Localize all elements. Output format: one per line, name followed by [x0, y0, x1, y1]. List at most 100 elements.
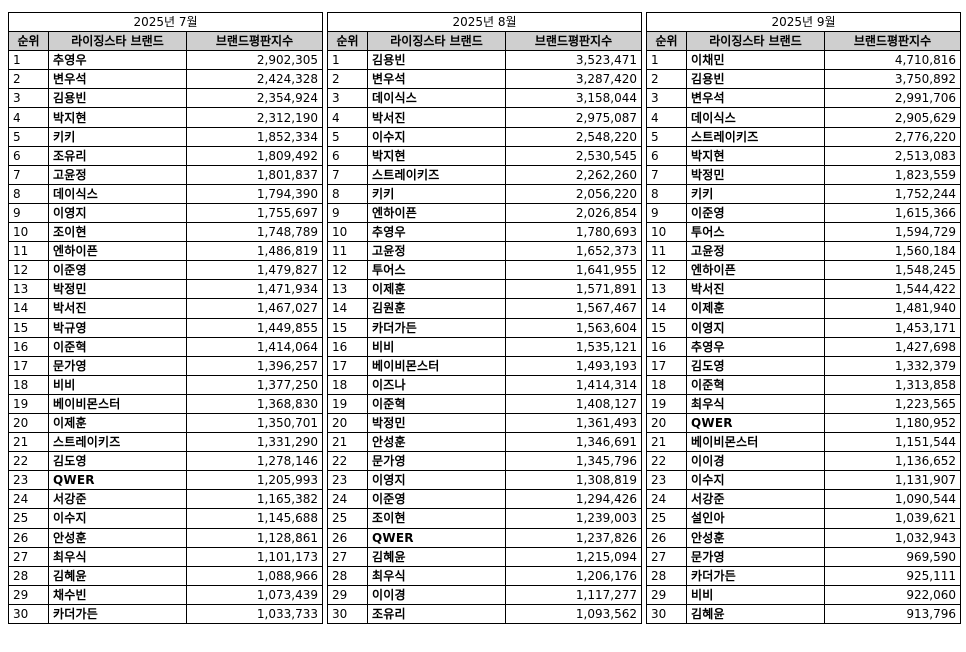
- score-cell: 1,780,693: [505, 222, 642, 243]
- brand-cell: 김혜윤: [367, 546, 506, 567]
- table-row: 2 김용빈 3,750,892: [646, 69, 961, 90]
- brand-cell: 이제훈: [367, 279, 506, 300]
- brand-cell: 이준영: [686, 202, 825, 224]
- brand-cell: 이영지: [686, 317, 825, 338]
- score-cell: 3,158,044: [505, 88, 642, 109]
- brand-cell: 이준혁: [367, 393, 506, 414]
- score-cell: 2,902,305: [186, 50, 323, 71]
- table-row: 19 최우식 1,223,565: [646, 393, 961, 414]
- brand-cell: 스트레이키즈: [686, 126, 825, 147]
- rank-cell: 23: [8, 470, 49, 491]
- month-table: 2025년 7월 순위 라이징스타 브랜드 브랜드평판지수 1 추영우 2,902,…: [8, 11, 323, 625]
- table-row: 13 이제훈 1,571,891: [327, 279, 642, 300]
- table-row: 18 이즈나 1,414,314: [327, 374, 642, 395]
- brand-cell: 박서진: [48, 298, 187, 319]
- score-header: 브랜드평판지수: [505, 31, 642, 52]
- score-cell: 1,294,426: [505, 489, 642, 510]
- score-cell: 2,354,924: [186, 88, 323, 109]
- score-cell: 1,414,064: [186, 336, 323, 357]
- table-row: 2 변우석 3,287,420: [327, 69, 642, 90]
- table-row: 14 이제훈 1,481,940: [646, 298, 961, 319]
- rank-cell: 6: [327, 145, 368, 166]
- score-cell: 1,471,934: [186, 279, 323, 300]
- brand-cell: 문가영: [367, 451, 506, 472]
- brand-cell: 김도영: [48, 451, 187, 472]
- score-cell: 1,215,094: [505, 546, 642, 567]
- rank-cell: 26: [8, 527, 49, 548]
- score-cell: 1,206,176: [505, 565, 642, 586]
- rank-cell: 22: [327, 451, 368, 472]
- brand-cell: 베이비몬스터: [367, 355, 506, 376]
- brand-cell: 이준영: [367, 489, 506, 510]
- rank-cell: 10: [646, 222, 687, 243]
- rank-cell: 20: [646, 412, 687, 434]
- brand-cell: 이이경: [686, 451, 825, 472]
- rank-cell: 13: [646, 279, 687, 300]
- rank-cell: 20: [8, 412, 49, 434]
- brand-cell: 김혜윤: [48, 565, 187, 586]
- brand-cell: 조유리: [48, 145, 187, 166]
- table-row: 22 김도영 1,278,146: [8, 451, 323, 472]
- table-row: 3 데이식스 3,158,044: [327, 88, 642, 109]
- rank-cell: 24: [646, 489, 687, 510]
- rank-cell: 2: [646, 69, 687, 90]
- score-cell: 1,278,146: [186, 451, 323, 472]
- table-row: 20 박정민 1,361,493: [327, 412, 642, 434]
- rank-cell: 14: [8, 298, 49, 319]
- brand-cell: 박규영: [48, 317, 187, 338]
- rank-cell: 12: [646, 260, 687, 281]
- brand-cell: 최우식: [686, 393, 825, 414]
- brand-cell: 카더가든: [686, 565, 825, 586]
- brand-cell: 박지현: [686, 145, 825, 166]
- rank-cell: 8: [327, 183, 368, 204]
- score-cell: 1,088,966: [186, 565, 323, 586]
- score-cell: 1,794,390: [186, 183, 323, 204]
- score-cell: 2,776,220: [824, 126, 961, 147]
- brand-cell: 채수빈: [48, 584, 187, 605]
- brand-cell: 변우석: [367, 69, 506, 90]
- score-cell: 1,101,173: [186, 546, 323, 567]
- brand-cell: 최우식: [367, 565, 506, 586]
- table-row: 30 카더가든 1,033,733: [8, 603, 323, 625]
- table-row: 11 엔하이픈 1,486,819: [8, 241, 323, 262]
- brand-cell: 문가영: [686, 546, 825, 567]
- score-cell: 3,287,420: [505, 69, 642, 90]
- table-row: 9 엔하이픈 2,026,854: [327, 202, 642, 224]
- score-cell: 4,710,816: [824, 50, 961, 71]
- brand-cell: 데이식스: [48, 183, 187, 204]
- rank-cell: 8: [646, 183, 687, 204]
- score-cell: 1,486,819: [186, 241, 323, 262]
- table-row: 30 조유리 1,093,562: [327, 603, 642, 625]
- score-cell: 1,571,891: [505, 279, 642, 300]
- score-cell: 2,312,190: [186, 107, 323, 128]
- rank-cell: 22: [646, 451, 687, 472]
- rank-cell: 23: [646, 470, 687, 491]
- score-cell: 1,748,789: [186, 222, 323, 243]
- month-table: 2025년 8월 순위 라이징스타 브랜드 브랜드평판지수 1 김용빈 3,523,…: [327, 11, 642, 625]
- brand-cell: 박정민: [686, 164, 825, 185]
- rank-cell: 3: [327, 88, 368, 109]
- brand-header: 라이징스타 브랜드: [48, 31, 187, 52]
- table-row: 23 QWER 1,205,993: [8, 470, 323, 491]
- score-cell: 1,239,003: [505, 508, 642, 529]
- table-row: 22 이이경 1,136,652: [646, 451, 961, 472]
- score-cell: 1,427,698: [824, 336, 961, 357]
- score-cell: 1,128,861: [186, 527, 323, 548]
- table-row: 20 이제훈 1,350,701: [8, 412, 323, 434]
- score-cell: 1,467,027: [186, 298, 323, 319]
- score-cell: 1,136,652: [824, 451, 961, 472]
- rank-cell: 4: [327, 107, 368, 128]
- table-row: 5 키키 1,852,334: [8, 126, 323, 147]
- score-cell: 1,479,827: [186, 260, 323, 281]
- brand-cell: 베이비몬스터: [686, 432, 825, 453]
- ranking-rows: 1 김용빈 3,523,471 2 변우석 3,287,420 3 데이식스 3,158,044…: [327, 50, 642, 625]
- score-cell: 1,408,127: [505, 393, 642, 414]
- table-row: 17 문가영 1,396,257: [8, 355, 323, 376]
- table-row: 12 이준영 1,479,827: [8, 260, 323, 281]
- rank-cell: 5: [327, 126, 368, 147]
- ranking-tables: 2025년 7월 순위 라이징스타 브랜드 브랜드평판지수 1 추영우 2,902,…: [8, 11, 961, 625]
- rank-cell: 17: [646, 355, 687, 376]
- rank-cell: 18: [646, 374, 687, 395]
- brand-cell: 박서진: [367, 107, 506, 128]
- brand-cell: 추영우: [48, 50, 187, 71]
